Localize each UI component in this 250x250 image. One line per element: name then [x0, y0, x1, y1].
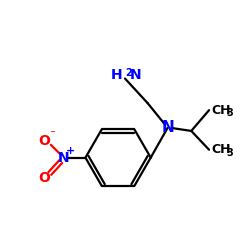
Text: CH: CH — [211, 104, 231, 117]
Text: 3: 3 — [227, 148, 234, 158]
Text: N: N — [58, 151, 70, 165]
Text: N: N — [161, 120, 174, 136]
Text: +: + — [66, 146, 75, 156]
Text: 2: 2 — [125, 68, 132, 78]
Text: 3: 3 — [227, 108, 234, 118]
Text: O: O — [38, 134, 50, 148]
Text: H: H — [110, 68, 122, 82]
Text: ⁻: ⁻ — [49, 129, 55, 139]
Text: O: O — [38, 172, 50, 185]
Text: CH: CH — [211, 143, 231, 156]
Text: N: N — [130, 68, 141, 82]
